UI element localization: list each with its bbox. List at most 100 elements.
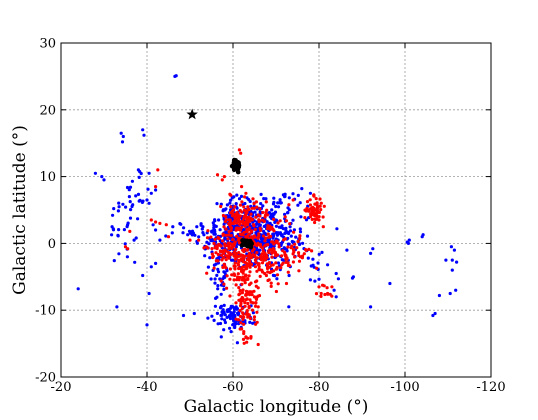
data-point [322,204,326,208]
data-point [318,197,322,201]
data-point [279,232,283,236]
data-point [154,228,158,232]
data-point [245,241,250,247]
data-point [317,215,321,219]
data-point [239,151,243,155]
data-point [243,222,247,226]
data-point [238,220,242,224]
data-point [222,287,226,291]
data-point [224,233,228,237]
data-point [112,259,116,263]
data-point [149,218,153,222]
data-point [137,175,141,179]
data-point [216,284,220,288]
data-point [166,235,171,239]
data-point [282,238,286,242]
data-point [274,289,278,294]
data-point [269,269,273,273]
data-point [215,311,219,315]
data-point [250,308,255,312]
data-point [240,185,244,189]
data-point [269,234,273,238]
data-point [164,234,168,238]
grid [60,42,492,378]
data-point [323,292,327,297]
data-point [240,291,244,295]
data-point [204,245,208,249]
y-tick-label: 0 [48,237,56,252]
data-point [241,248,245,252]
data-point [187,229,192,233]
data-point [119,131,123,135]
data-point [317,285,321,289]
data-point [252,202,256,206]
data-point [244,278,248,282]
data-point [250,206,254,210]
data-point [110,233,114,237]
data-point [215,173,220,177]
data-point [181,231,185,235]
data-point [298,255,302,259]
data-point [246,315,250,319]
data-point [287,208,291,212]
data-point [274,224,278,228]
data-point [240,327,244,331]
data-point [212,223,216,227]
data-point [250,229,254,233]
data-point [223,318,227,322]
data-point [213,277,217,281]
data-point [237,298,241,302]
data-point [154,220,158,224]
data-point [121,134,125,139]
data-point [225,286,229,290]
data-point [210,314,214,318]
data-point [142,133,146,137]
data-point [238,309,242,313]
data-point [170,231,174,235]
data-point [266,238,270,242]
data-point [247,304,251,309]
data-point [271,263,275,267]
data-point [205,236,210,240]
data-point [220,253,224,257]
data-point [228,277,232,281]
data-point [302,252,306,256]
data-point [304,248,308,252]
data-point [258,207,262,211]
data-point [288,229,293,233]
data-point [208,256,212,260]
data-point [244,298,248,302]
data-point [293,255,297,259]
data-point [115,305,119,309]
data-point [298,234,302,238]
data-point [286,211,290,215]
data-point [209,235,213,239]
data-point [284,219,288,223]
data-point [240,225,244,229]
data-point [222,175,226,179]
data-point [300,187,304,191]
data-point [240,200,244,204]
data-point [190,233,194,237]
data-point [246,301,250,306]
data-point [76,287,80,291]
data-point [421,233,425,237]
data-point [315,203,319,207]
data-point [275,277,279,281]
data-point [227,233,231,237]
data-point [251,253,255,257]
data-point [222,328,226,332]
data-point [228,294,232,298]
data-point [227,244,231,248]
data-point [242,330,246,334]
data-point [220,178,224,182]
data-point [211,255,215,260]
data-point [249,256,253,260]
data-point [287,273,291,278]
data-point [247,226,251,230]
data-point [245,248,249,252]
data-point [454,288,458,292]
data-point [223,242,227,246]
data-point [123,242,127,246]
